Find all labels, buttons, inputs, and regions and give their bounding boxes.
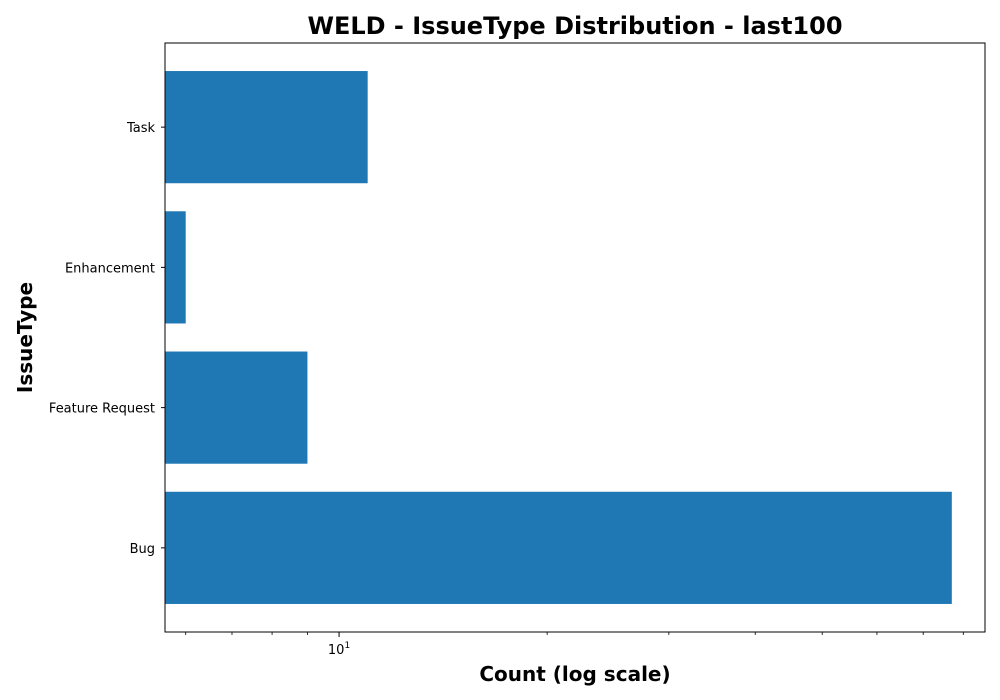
x-axis-title: Count (log scale) (479, 662, 670, 686)
bars-group (165, 71, 952, 604)
bar-enhancement (165, 211, 186, 323)
x-axis: 101 (186, 632, 964, 658)
y-tick-label-bug: Bug (130, 542, 155, 557)
chart-title: WELD - IssueType Distribution - last100 (307, 12, 842, 40)
y-axis-title: IssueType (13, 282, 37, 393)
x-tick-label: 101 (328, 641, 350, 658)
y-tick-label-feature-request: Feature Request (49, 402, 155, 417)
y-tick-label-task: Task (126, 121, 156, 136)
y-axis: Bug Feature Request Enhancement Task (49, 121, 165, 557)
bar-task (165, 71, 368, 183)
bar-feature-request (165, 352, 307, 464)
y-tick-label-enhancement: Enhancement (65, 261, 155, 276)
bar-bug (165, 492, 952, 604)
